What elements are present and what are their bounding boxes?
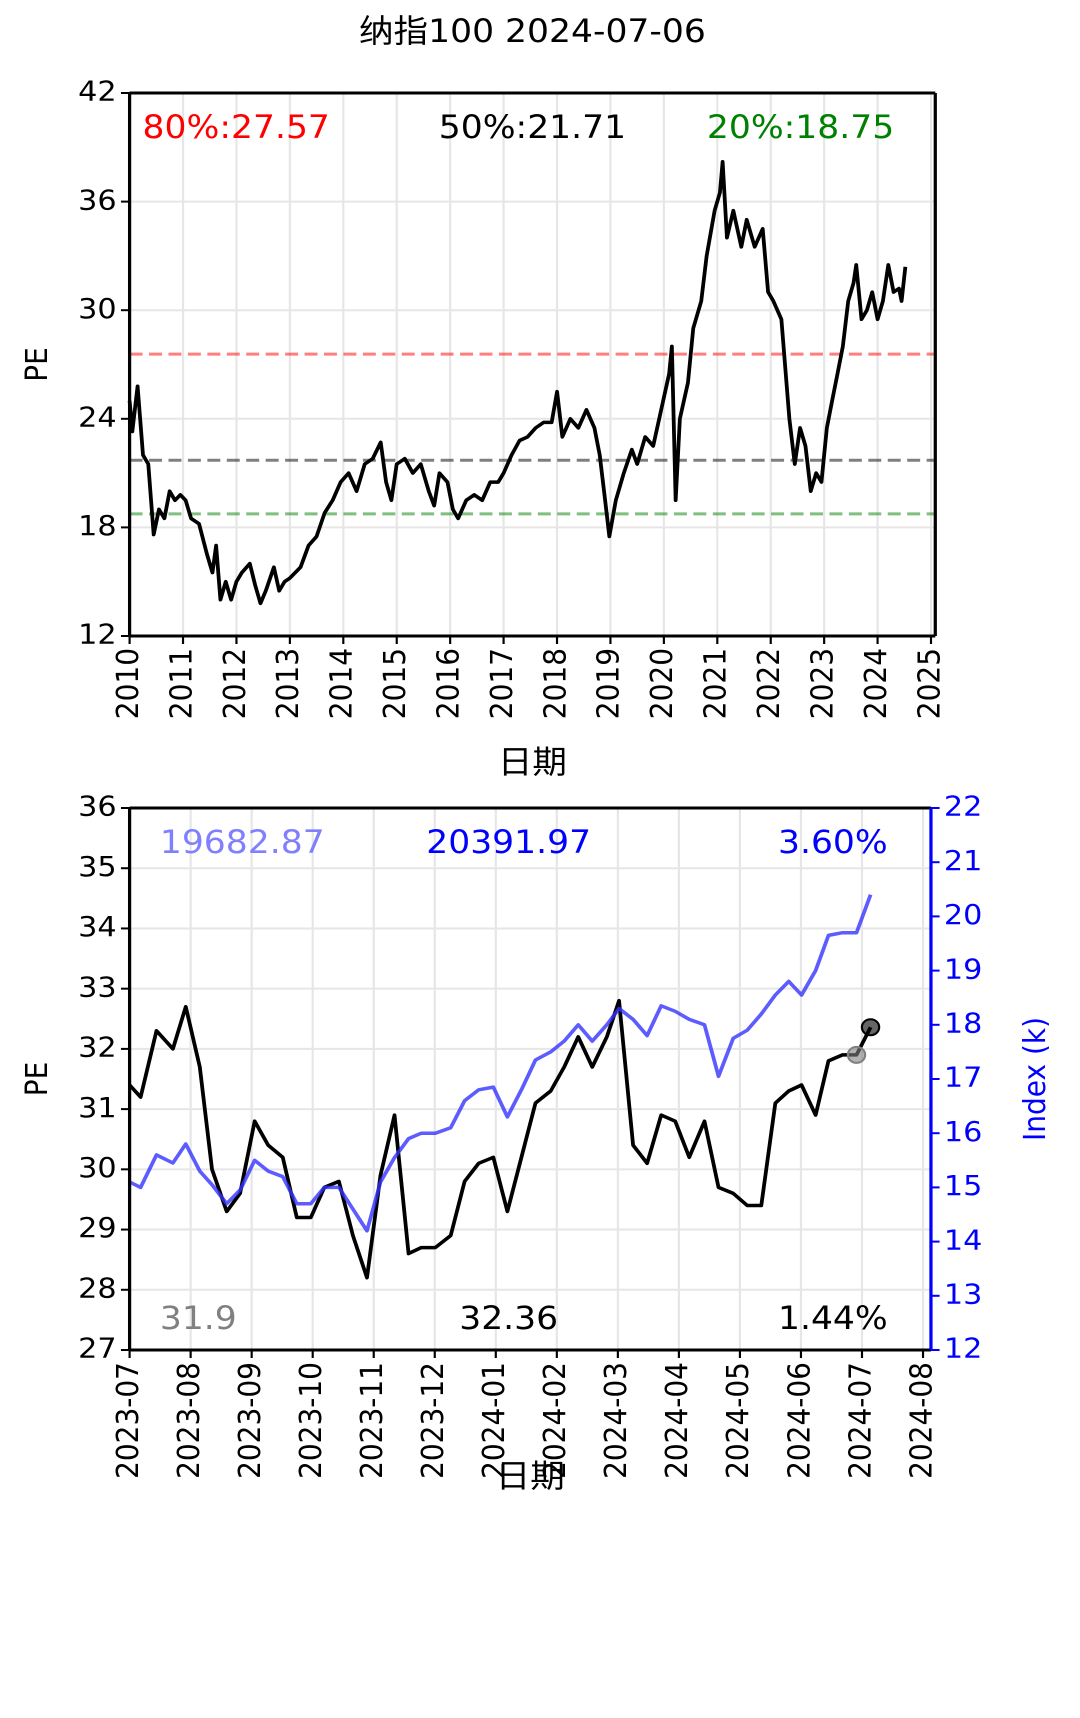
y2-tick-label: 22 [944,790,982,823]
x-tick-label: 2024-02 [537,1362,572,1479]
annotation: 19682.87 [160,823,325,860]
x-tick-label: 2013 [270,648,305,719]
x-tick-label: 2024-03 [598,1362,633,1479]
x-tick-label: 2017 [484,648,519,719]
x-tick-label: 2023-08 [171,1362,206,1479]
x-tick-label: 2010 [110,648,145,719]
x-tick-label: 2019 [591,648,626,719]
x-tick-label: 2023-12 [415,1362,450,1479]
y-tick-label: 42 [78,75,116,108]
y-tick-label: 12 [78,618,116,651]
x-tick-label: 2016 [430,648,465,719]
y-tick-label: 30 [78,292,116,325]
annotation: 31.9 [160,1299,237,1336]
y2-tick-label: 21 [944,844,982,877]
y2-tick-label: 18 [944,1007,982,1040]
x-tick-label: 2024-04 [659,1362,694,1479]
x-tick-label: 2023-07 [110,1362,145,1479]
y-tick-label: 28 [78,1272,116,1305]
x-tick-label: 2024-08 [903,1362,938,1479]
x-axis-label: 日期 [498,743,567,780]
x-tick-label: 2023-10 [293,1362,328,1479]
x-tick-label: 2012 [217,648,252,719]
x-tick-label: 2021 [698,648,733,719]
annotation: 20391.97 [426,823,591,860]
x-tick-label: 2022 [751,648,786,719]
x-tick-label: 2024-06 [781,1362,816,1479]
y-tick-label: 31 [78,1091,116,1124]
y-tick-label: 35 [78,850,116,883]
reference-label: 20%:18.75 [707,108,894,145]
y2-tick-label: 13 [944,1278,982,1311]
data-line [128,998,873,1280]
chart-title: 纳指100 2024-07-06 [359,12,706,49]
y-axis-label: PE [19,1062,54,1097]
y-tick-label: 30 [78,1151,116,1184]
y-tick-label: 24 [78,401,116,434]
y-tick-label: 18 [78,509,116,542]
y-axis-label: PE [19,347,54,382]
x-axis-label: 日期 [496,1457,565,1494]
x-tick-label: 2024-05 [720,1362,755,1479]
y-tick-label: 32 [78,1031,116,1064]
annotation: 1.44% [778,1299,888,1336]
y-tick-label: 33 [78,970,116,1003]
y2-tick-label: 19 [944,952,982,985]
reference-label: 50%:21.71 [439,108,626,145]
y-tick-label: 36 [78,790,116,823]
x-tick-label: 2023-09 [232,1362,267,1479]
x-tick-label: 2025 [911,648,946,719]
y2-tick-label: 16 [944,1115,982,1148]
x-tick-label: 2023 [804,648,839,719]
x-tick-label: 2023-11 [354,1362,389,1479]
y-tick-label: 36 [78,183,116,216]
y-tick-label: 27 [78,1332,116,1365]
x-tick-label: 2024-01 [476,1362,511,1479]
x-tick-label: 2024 [858,648,893,719]
annotation: 3.60% [778,823,888,860]
x-tick-label: 2011 [163,648,198,719]
x-tick-label: 2015 [377,648,412,719]
y2-tick-label: 15 [944,1169,982,1202]
x-tick-label: 2020 [644,648,679,719]
y-tick-label: 34 [78,910,116,943]
marker [860,1018,881,1037]
y2-axis-label: Index (k) [1017,1017,1052,1141]
y2-tick-label: 12 [944,1332,982,1365]
data-line [128,894,873,1233]
marker [846,1045,867,1064]
x-tick-label: 2018 [537,648,572,719]
y2-tick-label: 17 [944,1061,982,1094]
data-line [127,160,908,606]
y2-tick-label: 14 [944,1223,982,1256]
y-tick-label: 29 [78,1211,116,1244]
y2-tick-label: 20 [944,898,982,931]
reference-label: 80%:27.57 [143,108,330,145]
x-tick-label: 2014 [324,648,359,719]
x-tick-label: 2024-07 [842,1362,877,1479]
annotation: 32.36 [459,1299,558,1336]
